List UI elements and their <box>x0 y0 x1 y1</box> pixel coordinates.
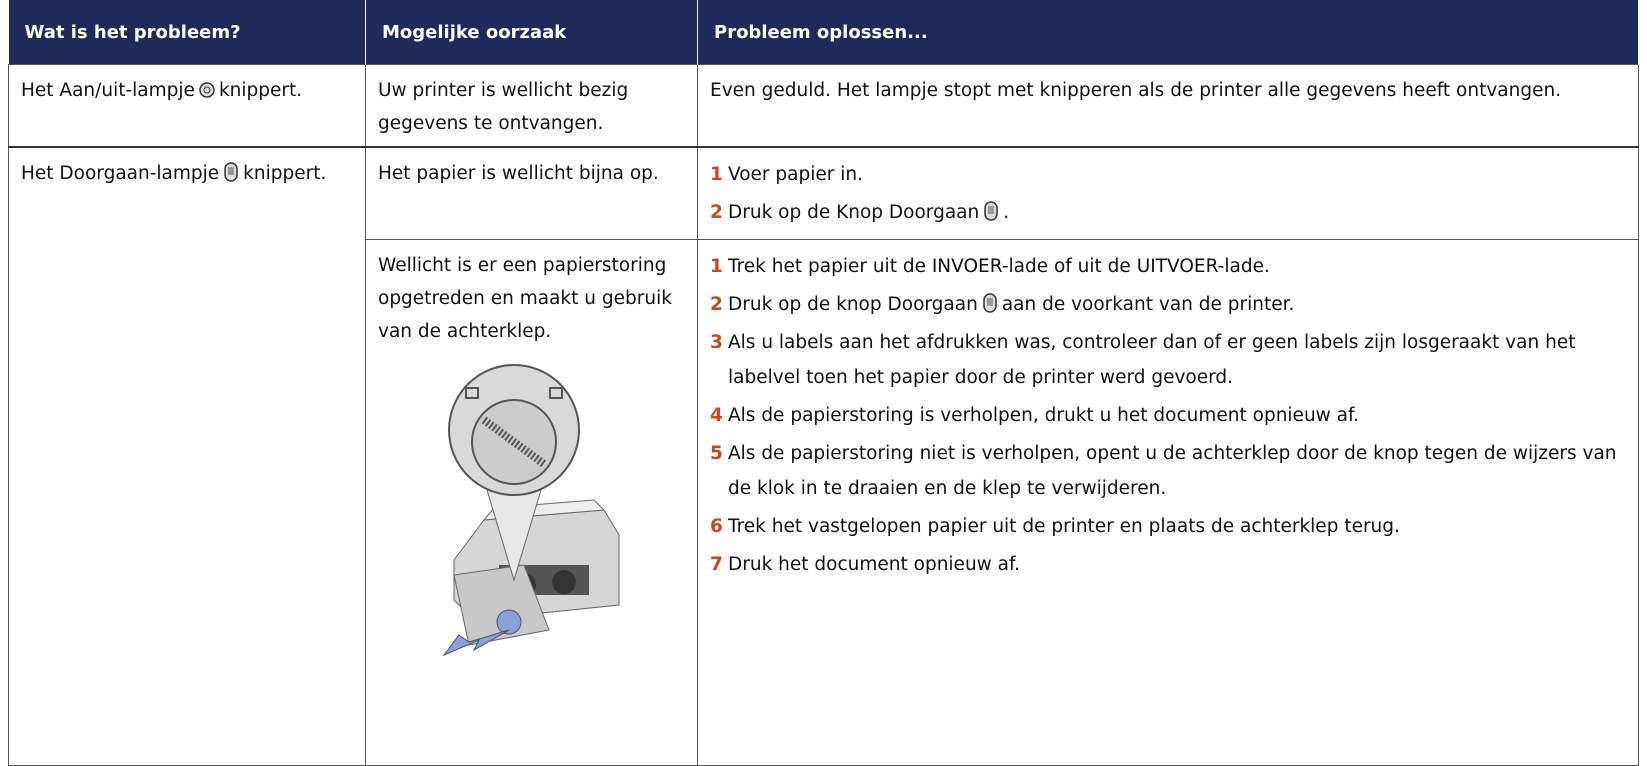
step-number: 5 <box>710 443 723 464</box>
troubleshooting-table: Wat is het probleem? Mogelijke oorzaak P… <box>8 0 1639 766</box>
solution-cell: 1 Voer papier in. 2 Druk op de Knop Doorgaa… <box>697 146 1639 240</box>
step-text: Als de papierstoring is verholpen, drukt… <box>728 398 1359 433</box>
step-text: Als de papierstoring niet is verholpen, … <box>728 436 1626 506</box>
step-text: Voer papier in. <box>728 157 863 192</box>
header-cell: Mogelijke oorzaak <box>365 0 698 65</box>
text: Voer papier in. <box>728 164 863 185</box>
step: 1 Trek het papier uit de INVOER-lade of u… <box>710 249 1626 284</box>
resume-light-icon <box>224 162 238 182</box>
step-text: Druk het document opnieuw af. <box>728 547 1020 582</box>
problem-cell: Het Aan/uit-lampje knippert. <box>8 64 366 148</box>
text: aan de voorkant van de printer. <box>1001 294 1295 315</box>
step-text: Druk op de Knop Doorgaan. <box>728 195 1009 230</box>
text: knippert. <box>218 80 303 101</box>
text: Trek het vastgelopen papier uit de print… <box>728 516 1400 537</box>
problem-cell: Het Doorgaan-lampje knippert. <box>8 146 366 766</box>
step: 2 Druk op de Knop Doorgaan. <box>710 195 1626 230</box>
text: knippert. <box>243 163 327 184</box>
header-cell: Wat is het probleem? <box>8 0 366 65</box>
text: Druk op de knop Doorgaan <box>728 294 978 315</box>
resume-light-icon <box>984 201 998 221</box>
step-number: 7 <box>710 554 723 575</box>
step: 2 Druk op de knop Doorgaan aan de voorkant… <box>710 287 1626 322</box>
text: Het Aan/uit-lampje <box>21 80 195 101</box>
solution-cell: Even geduld. Het lampje stopt met knippe… <box>697 64 1639 148</box>
text: Druk het document opnieuw af. <box>728 554 1021 575</box>
cause-cell: Uw printer is wellicht bezig gegevens te… <box>365 64 698 148</box>
text: Het Doorgaan-lampje <box>21 163 220 184</box>
step-text: Als u labels aan het afdrukken was, cont… <box>728 325 1626 395</box>
step-number: 4 <box>710 405 723 426</box>
text: Als de papierstoring is verholpen, drukt… <box>728 405 1360 426</box>
header-cell: Probleem oplossen... <box>697 0 1639 65</box>
step-text: Druk op de knop Doorgaan aan de voorkant … <box>728 287 1294 322</box>
step: 1 Voer papier in. <box>710 157 1626 192</box>
text: . <box>1003 202 1010 223</box>
text: Als u labels aan het afdrukken was, cont… <box>728 332 1576 388</box>
text: Als de papierstoring niet is verholpen, … <box>728 443 1617 499</box>
step-number: 1 <box>710 164 723 185</box>
resume-light-icon <box>983 293 997 313</box>
step: 6 Trek het vastgelopen papier uit de prin… <box>710 509 1626 544</box>
step: 3 Als u labels aan het afdrukken was, con… <box>710 325 1626 395</box>
step-number: 6 <box>710 516 723 537</box>
text: Trek het papier uit de INVOER-lade of ui… <box>728 256 1270 277</box>
solution-cell: 1 Trek het papier uit de INVOER-lade of u… <box>697 239 1639 766</box>
step: 5 Als de papierstoring niet is verholpen,… <box>710 436 1626 506</box>
step-number: 3 <box>710 332 723 353</box>
step: 7 Druk het document opnieuw af. <box>710 547 1626 582</box>
step-number: 2 <box>710 202 723 223</box>
step-text: Trek het vastgelopen papier uit de print… <box>728 509 1400 544</box>
header-row: Wat is het probleem? Mogelijke oorzaak P… <box>8 0 1639 65</box>
step-number: 1 <box>710 256 723 277</box>
page: Wat is het probleem? Mogelijke oorzaak P… <box>8 0 1639 766</box>
row: Het Aan/uit-lampje knippert. Uw printer i… <box>8 64 1639 148</box>
printer-illustration <box>442 364 620 657</box>
step-number: 2 <box>710 294 723 315</box>
step: 4 Als de papierstoring is verholpen, druk… <box>710 398 1626 433</box>
power-light-icon <box>199 82 215 98</box>
cause-cell: Wellicht is er een papierstoring opgetre… <box>365 239 698 766</box>
text: Druk op de Knop Doorgaan <box>728 202 980 223</box>
row: Wellicht is er een papierstoring opgetre… <box>9 239 1639 766</box>
text: Wellicht is er een papierstoring opgetre… <box>378 255 672 342</box>
row: Het Doorgaan-lampje knippert. Het papier … <box>8 146 1639 766</box>
step-text: Trek het papier uit de INVOER-lade of ui… <box>728 249 1270 284</box>
cause-cell: Het papier is wellicht bijna op. <box>365 146 698 240</box>
